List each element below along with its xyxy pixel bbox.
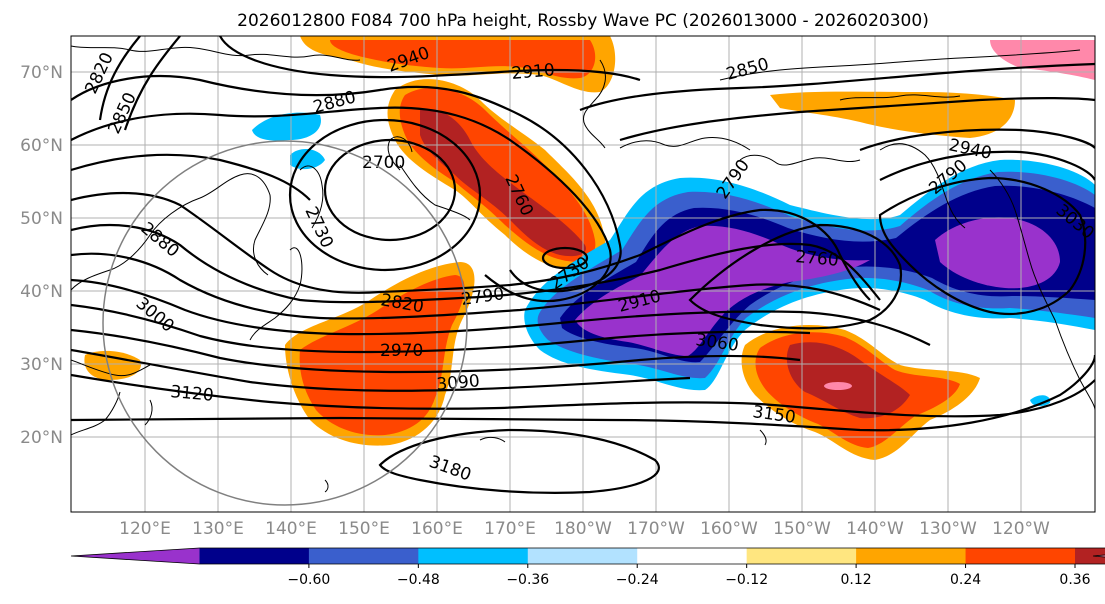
radius-circle <box>102 140 468 506</box>
colorbar-cell <box>527 548 638 564</box>
lon-tick-label: 120°W <box>992 519 1050 539</box>
lon-tick-label: 150°W <box>773 519 831 539</box>
colorbar-cell <box>199 548 310 564</box>
colorbar-tick-label: −0.12 <box>725 572 768 588</box>
lon-tick-label: 130°E <box>192 519 244 539</box>
lon-tick-label: 130°W <box>919 519 977 539</box>
contour-label: 2760 <box>795 247 840 271</box>
colorbar-extend-min <box>71 548 200 564</box>
lat-axis: 70°N 60°N 50°N 40°N 30°N 20°N <box>20 63 63 448</box>
lat-tick-label: 30°N <box>20 355 63 375</box>
colorbar-cell <box>965 548 1076 564</box>
colorbar-tick-label: 0.24 <box>950 572 981 588</box>
lon-tick-label: 150°E <box>338 519 390 539</box>
lat-tick-label: 40°N <box>20 282 63 302</box>
colorbar-cell <box>637 548 748 564</box>
lon-tick-label: 160°W <box>700 519 758 539</box>
colorbar-cell <box>746 548 857 564</box>
lat-tick-label: 20°N <box>20 428 63 448</box>
contour-label: 2910 <box>511 60 556 84</box>
lon-tick-label: 170°W <box>627 519 685 539</box>
colorbar-cell <box>418 548 529 564</box>
lon-tick-label: 170°E <box>484 519 536 539</box>
lon-tick-label: 140°W <box>846 519 904 539</box>
lat-tick-label: 60°N <box>20 136 63 156</box>
map-frame <box>70 35 1096 513</box>
contour-label: 2970 <box>380 341 423 361</box>
colorbar-cell <box>856 548 967 564</box>
colorbar-tick-label: −0.24 <box>616 572 659 588</box>
colorbar-tick-label: 0.12 <box>841 572 872 588</box>
colorbar-tick-label: 0.36 <box>1059 572 1090 588</box>
colorbar-outline <box>70 547 1105 565</box>
lon-tick-label: 180°W <box>554 519 612 539</box>
lon-tick-label: 160°E <box>411 519 463 539</box>
lon-axis: 120°E 130°E 140°E 150°E 160°E 170°E 180°… <box>119 519 1050 539</box>
figure-title: 2026012800 F084 700 hPa height, Rossby W… <box>237 11 929 31</box>
colorbar-tick-label: −0.48 <box>397 572 440 588</box>
colorbar-tick-label: −0.60 <box>287 572 330 588</box>
height-contours <box>71 36 1095 494</box>
map-layer: 2820 2850 2940 2910 2880 2850 2940 2700 … <box>71 36 1095 512</box>
lon-tick-label: 140°E <box>265 519 317 539</box>
colorbar-cell <box>1075 548 1105 564</box>
contour-label: 3090 <box>436 371 481 395</box>
lon-tick-label: 120°E <box>119 519 171 539</box>
contour-label: 2700 <box>362 153 405 173</box>
colorbar-tick-label: −0.36 <box>506 572 549 588</box>
lat-tick-label: 50°N <box>20 209 63 229</box>
lat-tick-label: 70°N <box>20 63 63 83</box>
colorbar-cell <box>308 548 419 564</box>
coastlines <box>71 45 1095 493</box>
contour-label: 3120 <box>170 382 215 406</box>
colorbar: −0.60−0.48−0.36−0.24−0.120.120.240.360.4… <box>70 547 1105 588</box>
